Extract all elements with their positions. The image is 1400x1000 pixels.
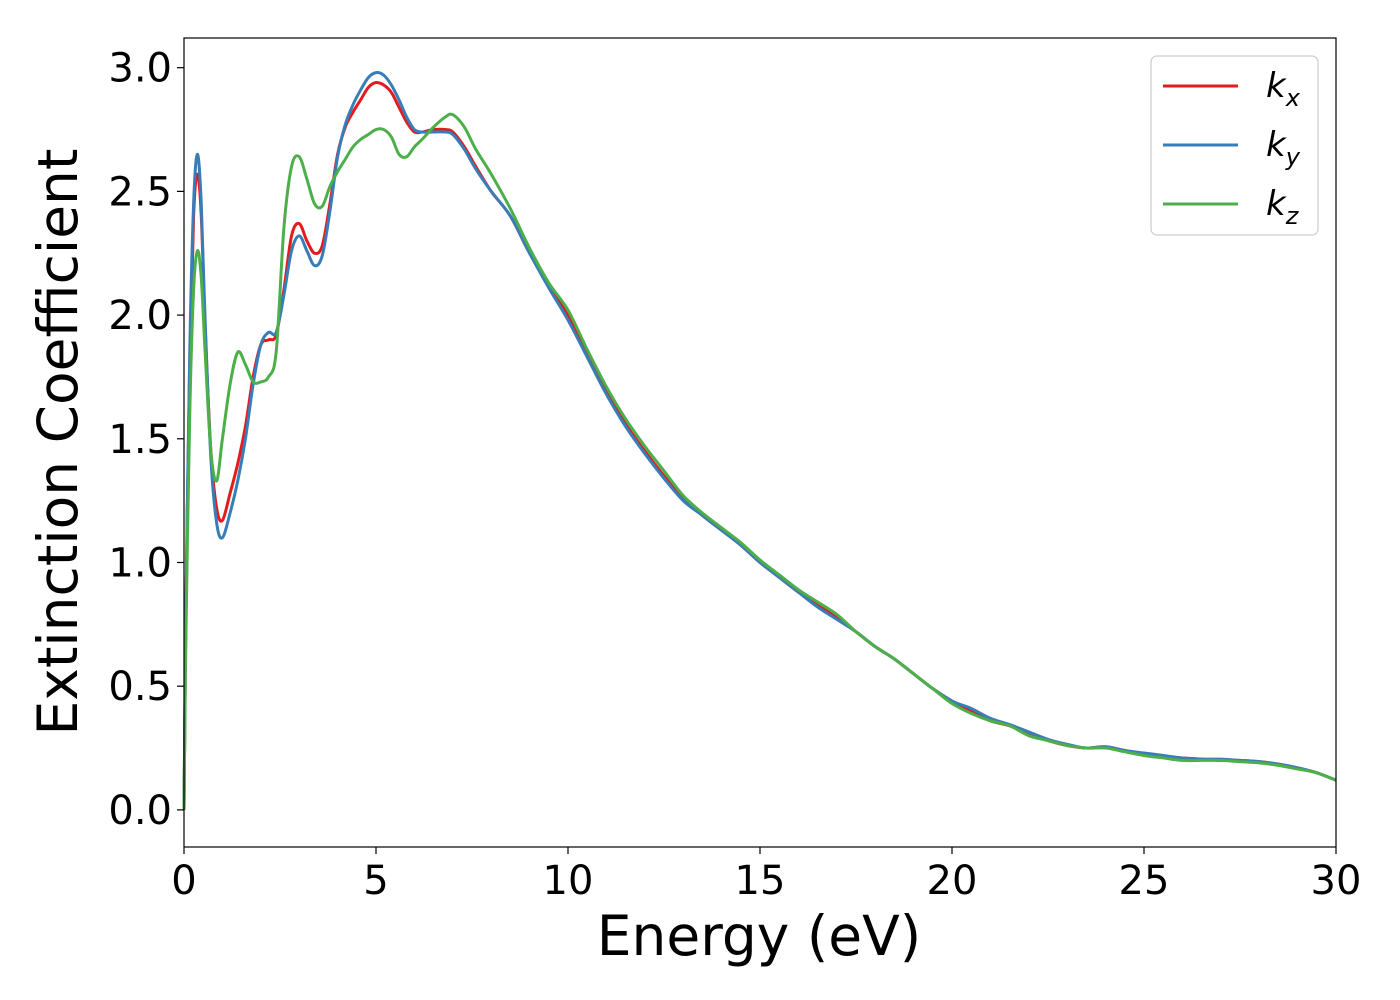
y-tick-label: 1.5 (108, 417, 172, 463)
ticks-layer: 0 5 10 15 20 25 30 0.0 0.5 1.0 1.5 2.0 2.5 3.0 (108, 46, 1361, 904)
series-line-k-z (182, 112, 1337, 810)
legend-label-k-x: kx (1266, 66, 1301, 112)
y-tick-label: 3.0 (108, 46, 172, 92)
x-tick-label: 30 (1311, 858, 1362, 904)
x-tick-label: 25 (1119, 858, 1170, 904)
x-tick-label: 15 (735, 858, 786, 904)
y-tick-label: 1.0 (108, 540, 172, 586)
legend: kx ky kz (1150, 55, 1319, 236)
x-tick-label: 20 (927, 858, 978, 904)
x-axis-label: Energy (eV) (597, 904, 921, 968)
y-tick-label: 2.0 (108, 293, 172, 339)
legend-label-k-z: kz (1266, 184, 1300, 230)
x-tick-label: 0 (171, 858, 196, 904)
x-tick-label: 10 (543, 858, 594, 904)
legend-label-k-y: ky (1266, 125, 1301, 171)
y-tick-label: 2.5 (108, 169, 172, 215)
y-axis-label: Extinction Coefficient (26, 149, 90, 736)
y-tick-label: 0.0 (108, 788, 172, 834)
series-layer (182, 71, 1337, 810)
y-tick-label: 0.5 (108, 664, 172, 710)
x-tick-label: 5 (363, 858, 388, 904)
